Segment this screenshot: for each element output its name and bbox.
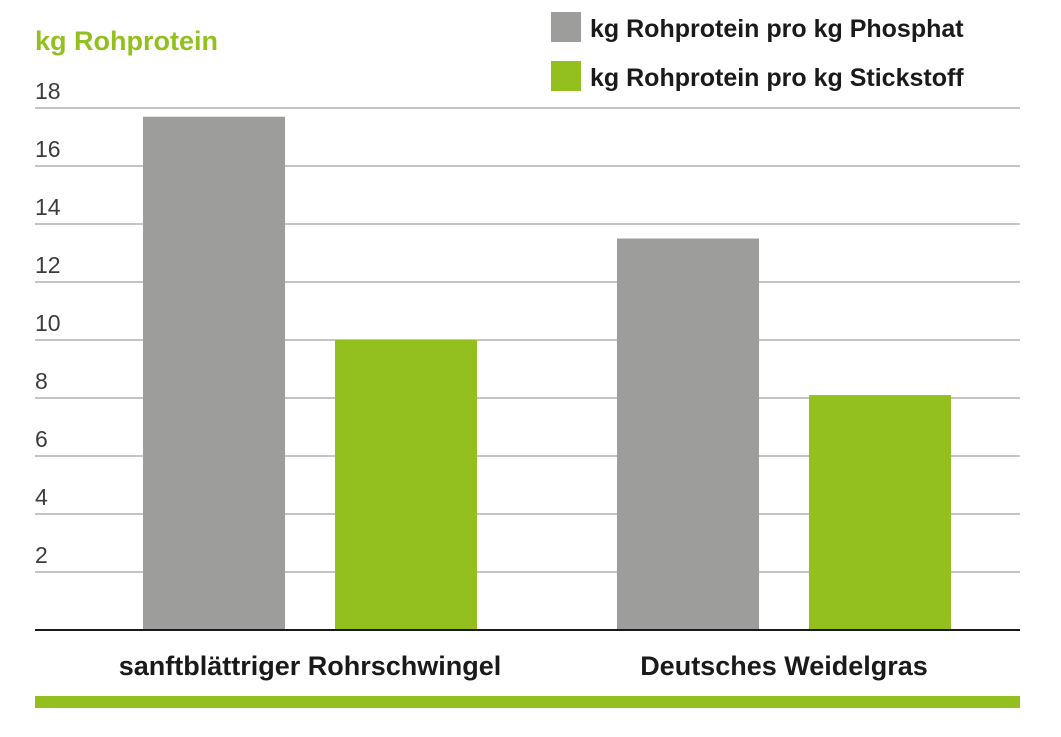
legend-label: kg Rohprotein pro kg Phosphat (590, 15, 964, 43)
bar-stickstoff (809, 395, 951, 630)
y-tick-label: 4 (35, 484, 48, 510)
y-tick-label: 18 (35, 78, 61, 104)
legend-label: kg Rohprotein pro kg Stickstoff (590, 64, 964, 92)
y-tick-label: 10 (35, 310, 61, 336)
bar-phosphat (617, 238, 759, 630)
y-tick-label: 16 (35, 136, 61, 162)
bars (143, 116, 951, 630)
y-tick-label: 12 (35, 252, 61, 278)
footer-accent-bar (35, 696, 1020, 708)
legend-swatch (551, 12, 581, 42)
category-labels: sanftblättriger Rohrschwingel Deutsches W… (119, 651, 928, 681)
y-tick-label: 8 (35, 368, 48, 394)
category-label: Deutsches Weidelgras (640, 651, 928, 681)
y-axis-title: kg Rohprotein (35, 26, 218, 56)
bar-stickstoff (335, 340, 477, 630)
y-tick-label: 14 (35, 194, 61, 220)
y-tick-label: 6 (35, 426, 48, 452)
legend: kg Rohprotein pro kg Phosphat kg Rohprote… (551, 12, 964, 92)
category-label: sanftblättriger Rohrschwingel (119, 651, 502, 681)
bar-phosphat (143, 116, 285, 630)
legend-swatch (551, 61, 581, 91)
y-axis-ticks: 2 4 6 8 10 12 14 16 18 (35, 78, 61, 568)
y-tick-label: 2 (35, 542, 48, 568)
